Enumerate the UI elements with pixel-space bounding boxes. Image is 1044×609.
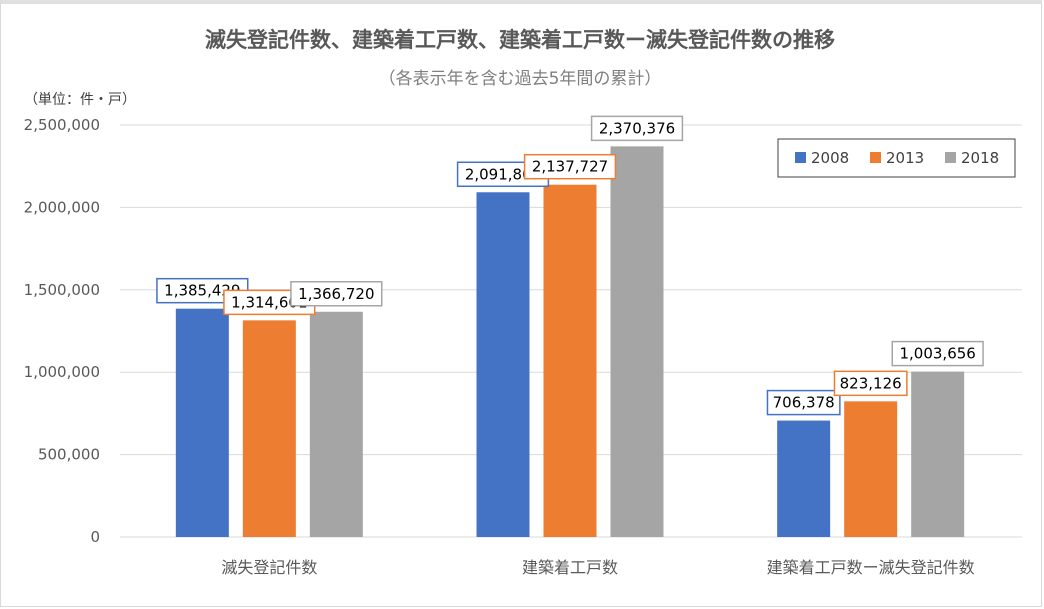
bar-2008: [476, 192, 530, 537]
data-label-box: [766, 389, 841, 416]
y-tick-label: 1,000,000: [24, 363, 100, 381]
legend-swatch: [870, 152, 881, 163]
bar-2018: [610, 146, 664, 537]
bar-2008: [777, 420, 831, 537]
data-label: 2,370,376: [599, 119, 675, 137]
data-label-box: [833, 370, 908, 397]
data-label: 1,003,656: [899, 345, 975, 363]
x-tick-label: 建築着工戸数: [522, 558, 618, 577]
data-label: 2,091,807: [465, 165, 541, 183]
data-label: 2,137,727: [532, 158, 608, 176]
data-label: 1,385,429: [164, 282, 240, 300]
bar-2008: [175, 308, 229, 537]
data-label-box: [290, 281, 383, 307]
bar-2013: [543, 184, 597, 538]
y-tick-label: 2,500,000: [24, 116, 100, 134]
x-tick-label: 滅失登記件数: [221, 558, 317, 577]
y-tick-label: 1,500,000: [24, 281, 100, 299]
x-tick-label: 建築着工戸数ー滅失登記件数: [767, 558, 975, 577]
unit-label: （単位：件・戸）: [24, 92, 136, 108]
legend-box: [777, 138, 1016, 178]
y-tick-label: 500,000: [38, 446, 100, 464]
legend-label: 2013: [886, 149, 924, 167]
data-label: 1,366,720: [298, 285, 374, 303]
legend-label: 2008: [811, 149, 849, 167]
data-label-box: [590, 115, 684, 142]
legend-label: 2018: [961, 149, 999, 167]
legend-swatch: [795, 152, 806, 163]
data-label: 1,314,601: [231, 293, 307, 311]
bar-2013: [242, 320, 296, 537]
data-label: 823,126: [840, 374, 902, 392]
bar-2018: [911, 371, 965, 537]
data-label-box: [891, 340, 984, 367]
legend-swatch: [945, 152, 956, 163]
data-label: 706,378: [773, 394, 835, 412]
bar-2018: [309, 311, 363, 537]
bar-2013: [844, 401, 898, 537]
chart-title: 滅失登記件数、建築着工戸数、建築着工戸数ー滅失登記件数の推移: [205, 28, 835, 52]
legend: 2008 2013 2018: [777, 138, 1016, 178]
data-label-box: [523, 153, 617, 180]
y-tick-label: 0: [90, 528, 100, 546]
chart-subtitle: （各表示年を含む過去5年間の累計）: [379, 69, 662, 89]
y-tick-label: 2,000,000: [24, 198, 100, 216]
